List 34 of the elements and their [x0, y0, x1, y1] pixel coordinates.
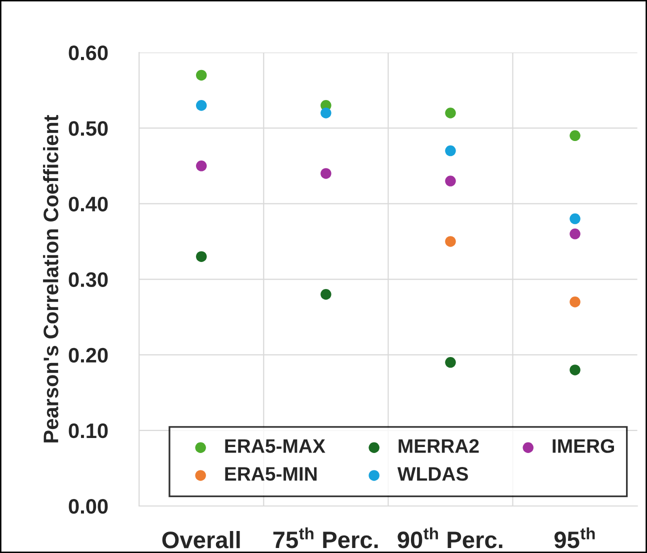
point: [445, 145, 456, 156]
point: [196, 70, 207, 81]
legend-label: ERA5-MAX: [225, 439, 326, 453]
point: [196, 251, 207, 262]
x-tick-label: 90$^{th}$ Perc.: [398, 527, 502, 548]
y-tick-label: 0.10: [68, 423, 108, 438]
point: [445, 357, 456, 368]
y-tick-label: 0.60: [68, 46, 108, 60]
y-tick-label: 0.50: [68, 121, 108, 136]
legend-label: WLDAS: [397, 466, 468, 481]
point: [570, 228, 580, 240]
legend-label: ERA5-MIN: [225, 467, 317, 481]
point: [196, 160, 207, 172]
y-tick-label: 0.40: [68, 196, 108, 212]
point: [320, 108, 332, 118]
point: [320, 168, 332, 179]
x-tick-label: Overall: [162, 530, 240, 548]
y-tick-label: 0.00: [68, 498, 108, 514]
legend-label: MERRA2: [398, 439, 479, 453]
point: [445, 236, 456, 247]
legend-label: IMERG: [552, 439, 614, 453]
y-tick-label: 0.20: [68, 348, 108, 363]
x-tick-label: 75$^{th}$ Perc.: [273, 527, 378, 548]
point: [570, 213, 580, 224]
point: [196, 100, 207, 111]
y-tick-label: 0.30: [68, 272, 108, 288]
y-axis-title: Pearson's Correlation Coefficient: [43, 114, 58, 442]
point: [320, 289, 332, 300]
point: [445, 108, 456, 118]
point: [570, 130, 580, 142]
point: [570, 296, 580, 308]
point: [445, 176, 456, 186]
point: [570, 364, 580, 376]
x-tick-label: 95$^{th}$: [554, 527, 595, 548]
